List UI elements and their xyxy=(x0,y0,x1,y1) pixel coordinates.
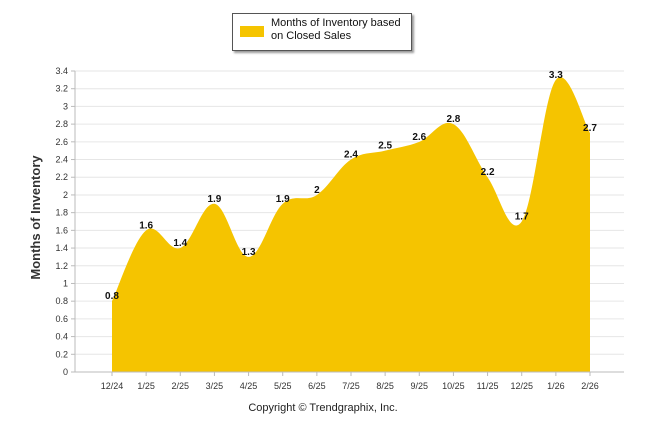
data-label: 1.3 xyxy=(242,247,256,258)
x-tick-label: 6/25 xyxy=(308,381,326,391)
data-label: 2.8 xyxy=(446,114,460,125)
x-tick-label: 11/25 xyxy=(477,381,499,391)
x-tick-label: 9/25 xyxy=(411,381,429,391)
y-tick-label: 2 xyxy=(63,190,68,200)
copyright-text: Copyright © Trendgraphix, Inc. xyxy=(248,402,398,414)
x-tick-label: 12/25 xyxy=(510,381,533,391)
y-tick-label: 0.6 xyxy=(55,314,68,324)
y-tick-label: 1.8 xyxy=(55,208,68,218)
data-label: 2.2 xyxy=(481,167,495,178)
data-label: 1.6 xyxy=(139,220,153,231)
x-axis-ticks: 12/24 1/25 2/25 3/25 4/25 5/25 6/25 7/25 8/25 9/2… xyxy=(101,372,599,391)
x-tick-label: 1/25 xyxy=(137,381,155,391)
data-label: 3.3 xyxy=(549,70,563,81)
y-axis-title: Months of Inventory xyxy=(28,155,43,280)
x-tick-label: 1/26 xyxy=(547,381,565,391)
data-label: 2.5 xyxy=(378,141,392,152)
y-tick-label: 0.8 xyxy=(55,296,68,306)
x-tick-label: 5/25 xyxy=(274,381,292,391)
y-tick-label: 3.4 xyxy=(55,66,68,76)
data-label: 1.9 xyxy=(207,194,221,205)
data-labels: 0.8 1.6 1.4 1.9 1.3 1.9 2 2.4 2.5 2.6 2.8 2.2 1.7 3.3… xyxy=(105,70,597,302)
y-tick-label: 2.8 xyxy=(55,119,68,129)
x-tick-label: 3/25 xyxy=(206,381,224,391)
y-tick-label: 2.6 xyxy=(55,137,68,147)
data-label: 1.4 xyxy=(173,238,187,249)
x-tick-label: 4/25 xyxy=(240,381,258,391)
data-label: 2 xyxy=(314,185,320,196)
y-tick-label: 3.2 xyxy=(55,84,68,94)
legend-label: Months of Inventory based on Closed Sale… xyxy=(271,17,401,42)
y-tick-label: 3 xyxy=(63,101,68,111)
y-tick-label: 0 xyxy=(63,367,68,377)
data-label: 2.4 xyxy=(344,150,358,161)
x-tick-label: 2/26 xyxy=(581,381,599,391)
legend: Months of Inventory based on Closed Sale… xyxy=(232,13,412,51)
x-tick-label: 8/25 xyxy=(376,381,394,391)
y-tick-label: 0.2 xyxy=(55,349,68,359)
y-tick-label: 1.2 xyxy=(55,261,68,271)
y-tick-label: 1.4 xyxy=(55,243,68,253)
data-label: 1.7 xyxy=(515,212,529,223)
data-label: 2.7 xyxy=(583,123,597,134)
x-tick-label: 2/25 xyxy=(172,381,190,391)
y-tick-label: 1.6 xyxy=(55,225,68,235)
area-series xyxy=(112,77,590,373)
x-tick-label: 12/24 xyxy=(101,381,124,391)
y-axis-ticks: 0 0.2 0.4 0.6 0.8 1 1.2 1.4 1.6 1.8 2 2.2 2.4 2.6 2.8 3… xyxy=(55,66,75,377)
x-tick-label: 10/25 xyxy=(442,381,465,391)
data-label: 1.9 xyxy=(276,194,290,205)
y-tick-label: 2.2 xyxy=(55,172,68,182)
x-tick-label: 7/25 xyxy=(342,381,360,391)
data-label: 0.8 xyxy=(105,291,119,302)
data-label: 2.6 xyxy=(412,132,426,143)
y-tick-label: 2.4 xyxy=(55,155,68,165)
legend-swatch xyxy=(240,26,264,37)
y-tick-label: 0.4 xyxy=(55,332,68,342)
y-tick-label: 1 xyxy=(63,278,68,288)
